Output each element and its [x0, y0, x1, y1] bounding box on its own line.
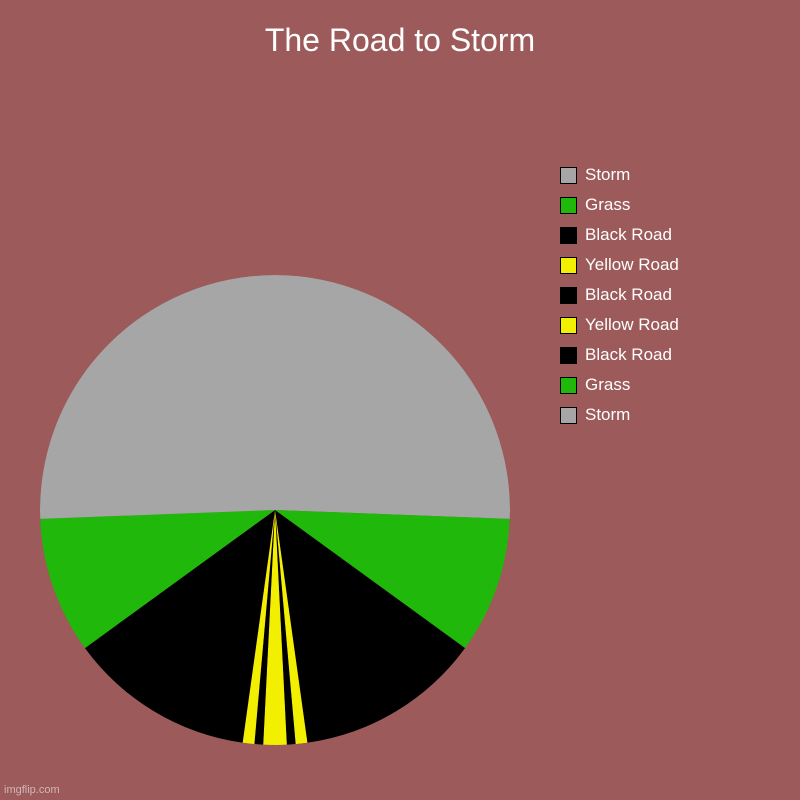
legend-swatch — [560, 407, 577, 424]
legend-swatch — [560, 167, 577, 184]
legend-label: Storm — [585, 405, 630, 425]
legend-item: Black Road — [560, 220, 679, 250]
legend-label: Black Road — [585, 285, 672, 305]
legend-item: Black Road — [560, 340, 679, 370]
legend-item: Grass — [560, 190, 679, 220]
legend-swatch — [560, 377, 577, 394]
legend-item: Storm — [560, 160, 679, 190]
legend-label: Black Road — [585, 345, 672, 365]
legend-label: Grass — [585, 195, 630, 215]
pie-slice — [275, 275, 510, 519]
legend-swatch — [560, 317, 577, 334]
legend-label: Grass — [585, 375, 630, 395]
pie-svg — [40, 275, 510, 745]
legend-item: Grass — [560, 370, 679, 400]
legend-item: Storm — [560, 400, 679, 430]
chart-canvas: The Road to Storm Storm Grass Black Road Ye… — [0, 0, 800, 800]
legend-label: Yellow Road — [585, 315, 679, 335]
legend-label: Yellow Road — [585, 255, 679, 275]
legend: Storm Grass Black Road Yellow Road Black Roa… — [560, 160, 679, 430]
legend-label: Storm — [585, 165, 630, 185]
legend-swatch — [560, 347, 577, 364]
pie-slice — [40, 275, 275, 519]
legend-swatch — [560, 197, 577, 214]
chart-title: The Road to Storm — [0, 22, 800, 59]
legend-item: Black Road — [560, 280, 679, 310]
legend-item: Yellow Road — [560, 250, 679, 280]
pie-chart — [40, 275, 510, 745]
legend-item: Yellow Road — [560, 310, 679, 340]
legend-label: Black Road — [585, 225, 672, 245]
legend-swatch — [560, 287, 577, 304]
legend-swatch — [560, 227, 577, 244]
legend-swatch — [560, 257, 577, 274]
watermark: imgflip.com — [4, 784, 60, 796]
